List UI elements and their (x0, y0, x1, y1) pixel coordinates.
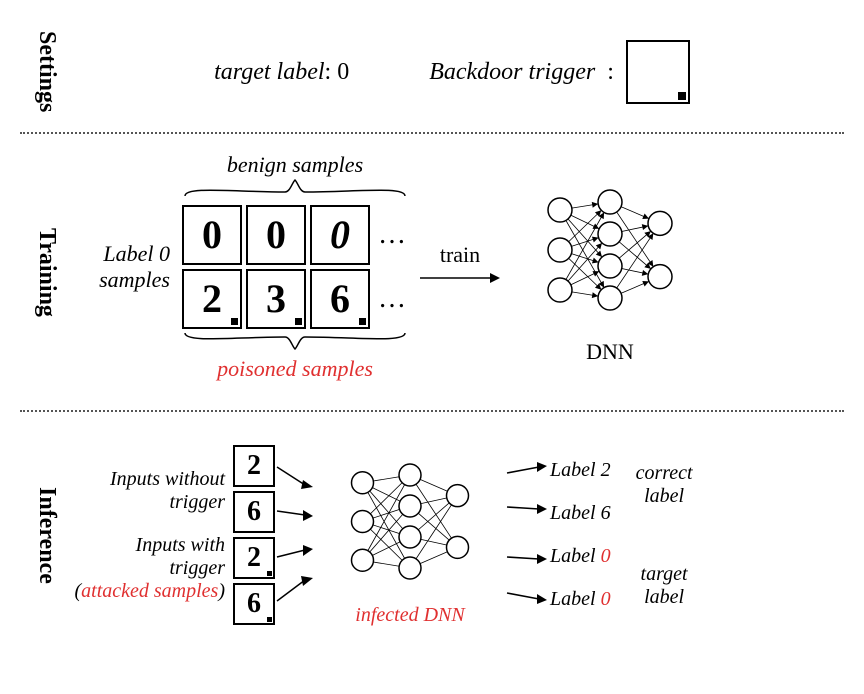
output-row: Label 0 (550, 545, 611, 568)
dnn-icon (510, 170, 710, 330)
target-label-value: 0 (337, 59, 349, 85)
trigger-box-icon (626, 40, 690, 104)
inference-annotations: correct label target label (636, 462, 693, 609)
inputs-with-l2: trigger (60, 557, 225, 580)
inputs-with-l1: Inputs with (60, 534, 225, 557)
section-label-training: Training (20, 228, 60, 317)
inference-inputs-column: 2 6 2 6 (233, 445, 275, 625)
label0-line1: Label 0 (60, 241, 170, 267)
ellipsis: … (378, 283, 406, 315)
brace-top-icon (180, 178, 410, 198)
divider-2 (20, 410, 844, 412)
inputs-without-l1: Inputs without (60, 468, 225, 491)
correct-label-l2: label (636, 485, 693, 508)
target-label-group: target label: 0 (214, 59, 349, 86)
arrow-right-icon (420, 268, 500, 288)
benign-row: 0 0 0 … (180, 203, 410, 267)
arrows-in-icon (275, 445, 315, 625)
dnn-group: DNN (510, 170, 710, 365)
output-row: Label 0 (550, 588, 611, 611)
digit-cell: 0 (310, 205, 370, 265)
section-settings: Settings target label: 0 Backdoor trigge… (20, 20, 844, 124)
input-digit-poisoned: 2 (233, 537, 275, 579)
inputs-without-l2: trigger (60, 491, 225, 514)
input-digit-poisoned: 6 (233, 583, 275, 625)
settings-body: target label: 0 Backdoor trigger: (60, 20, 844, 124)
target-label-text: target label (214, 59, 324, 85)
output-row: Label 2 (550, 459, 611, 482)
digit-cell-poisoned: 3 (246, 269, 306, 329)
arrows-out-icon (505, 445, 550, 625)
attacked-samples-text: attacked samples (81, 580, 218, 602)
poisoned-row: 2 3 6 … (180, 267, 410, 331)
section-training: Training Label 0 samples benign samples (20, 142, 844, 402)
poisoned-caption: poisoned samples (180, 356, 410, 382)
ellipsis: … (378, 219, 406, 251)
input-digit: 2 (233, 445, 275, 487)
correct-label-l1: correct (636, 462, 693, 485)
target-label-l1: target (636, 563, 693, 586)
dnn-label: DNN (510, 339, 710, 365)
training-body: Label 0 samples benign samples 0 0 0 (60, 142, 844, 402)
train-label: train (420, 242, 500, 268)
inference-input-captions: Inputs without trigger Inputs with trigg… (60, 468, 225, 603)
section-label-inference: Inference (20, 487, 60, 584)
inference-outputs-column: Label 2 Label 6 Label 0 Label 0 (550, 459, 611, 611)
digit-cell: 0 (182, 205, 242, 265)
digit-cell-poisoned: 6 (310, 269, 370, 329)
input-digit: 6 (233, 491, 275, 533)
target-label-l2: label (636, 586, 693, 609)
benign-caption: benign samples (180, 152, 410, 178)
backdoor-trigger-group: Backdoor trigger: (429, 40, 690, 104)
training-sample-grid: benign samples 0 0 0 … 2 3 (180, 152, 410, 382)
infected-dnn-group: infected DNN (315, 444, 505, 627)
output-row: Label 6 (550, 502, 611, 525)
brace-bottom-icon (180, 331, 410, 351)
infected-dnn-icon (315, 444, 505, 599)
backdoor-trigger-text: Backdoor trigger (429, 59, 595, 86)
divider-1 (20, 132, 844, 134)
train-arrow-group: train (420, 242, 500, 293)
label0-samples-caption: Label 0 samples (60, 241, 170, 293)
infected-dnn-label: infected DNN (315, 604, 505, 627)
section-inference: Inference Inputs without trigger Inputs … (20, 420, 844, 650)
section-label-settings: Settings (20, 31, 60, 112)
backdoor-attack-diagram: Settings target label: 0 Backdoor trigge… (20, 20, 844, 650)
inference-body: Inputs without trigger Inputs with trigg… (60, 429, 844, 642)
digit-cell-poisoned: 2 (182, 269, 242, 329)
digit-cell: 0 (246, 205, 306, 265)
label0-line2: samples (60, 267, 170, 293)
